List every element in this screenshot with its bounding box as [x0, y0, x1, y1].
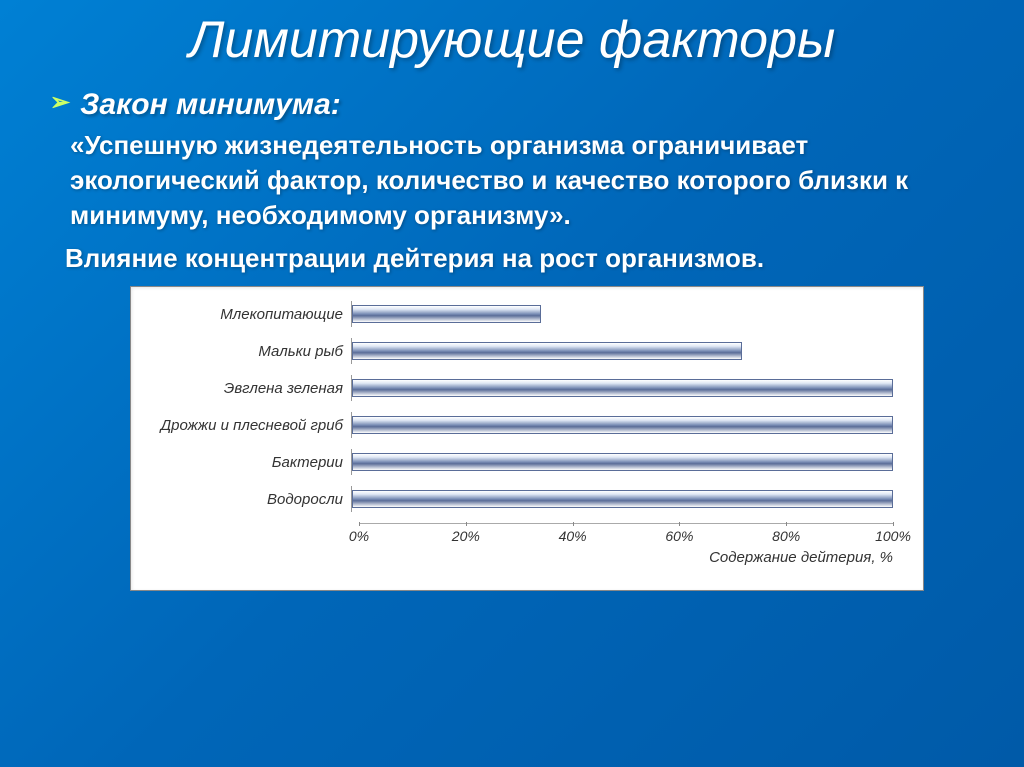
chart-row: Водоросли [141, 486, 893, 512]
body-text: «Успешную жизнедеятельность организма ог… [40, 128, 984, 233]
chart-label: Водоросли [141, 491, 351, 508]
subtitle: Закон минимума: [80, 88, 341, 122]
chart-bar [352, 416, 893, 434]
chart-bar [352, 379, 893, 397]
chart-row: Бактерии [141, 449, 893, 475]
slide-title: Лимитирующие факторы [40, 10, 984, 70]
chart-bar-area [351, 375, 893, 401]
chart-label: Млекопитающие [141, 306, 351, 323]
chart-bar-area [351, 301, 893, 327]
chart-caption: Влияние концентрации дейтерия на рост ор… [40, 243, 984, 274]
chart-bar [352, 453, 893, 471]
bullet-arrow-icon: ➢ [50, 88, 70, 117]
chart-axis: 0% 20% 40% 60% 80% 100% [359, 523, 893, 543]
chart-bar [352, 490, 893, 508]
chart-tick-label: 20% [452, 528, 480, 544]
chart-tick-label: 100% [875, 528, 911, 544]
chart-tick-label: 40% [559, 528, 587, 544]
chart-bar [352, 342, 742, 360]
chart-tick-label: 80% [772, 528, 800, 544]
chart-tick-label: 0% [349, 528, 369, 544]
chart-xlabel: Содержание дейтерия, % [359, 549, 893, 566]
chart-label: Бактерии [141, 454, 351, 471]
chart-row: Эвглена зеленая [141, 375, 893, 401]
chart-label: Дрожжи и плесневой гриб [141, 417, 351, 434]
bar-chart: Млекопитающие Мальки рыб Эвглена зеленая… [130, 286, 924, 591]
chart-row: Мальки рыб [141, 338, 893, 364]
chart-tick-label: 60% [665, 528, 693, 544]
chart-bar-area [351, 412, 893, 438]
chart-bar-area [351, 486, 893, 512]
bullet-line: ➢ Закон минимума: [40, 88, 984, 122]
chart-label: Мальки рыб [141, 343, 351, 360]
chart-bar-area [351, 449, 893, 475]
slide: Лимитирующие факторы ➢ Закон минимума: «… [0, 0, 1024, 611]
chart-label: Эвглена зеленая [141, 380, 351, 397]
chart-bar-area [351, 338, 893, 364]
chart-row: Млекопитающие [141, 301, 893, 327]
chart-bar [352, 305, 541, 323]
chart-row: Дрожжи и плесневой гриб [141, 412, 893, 438]
